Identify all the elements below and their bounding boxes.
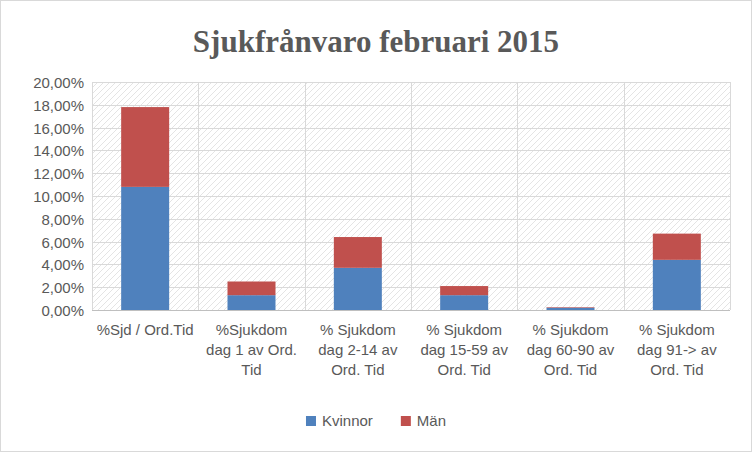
legend-swatch: [306, 416, 316, 426]
x-tick-label-line: dag 60-90 av: [527, 341, 615, 358]
x-tick-label-line: % Sjukdom: [533, 321, 609, 338]
category-divider: [411, 82, 412, 310]
title: Sjukfrånvaro februari 2015: [193, 24, 559, 59]
chart-border: [1, 1, 752, 452]
bar: [334, 268, 382, 310]
chart: Sjukfrånvaro februari 2015 0,00% 2,00% 4,00…: [0, 0, 752, 452]
plot-background: [92, 82, 730, 310]
legend-label: Män: [417, 412, 446, 429]
x-tick-label-line: % Sjukdom: [426, 321, 502, 338]
y-tick-label: 16,00%: [33, 120, 84, 137]
x-tick-label-line: dag 15-59 av: [420, 341, 508, 358]
x-tick-label-line: %Sjukdom: [216, 321, 288, 338]
x-tick-label-line: Ord. Tid: [544, 361, 597, 378]
legend-label: Kvinnor: [322, 412, 373, 429]
bar: [440, 286, 488, 295]
category-divider: [517, 82, 518, 310]
bar: [653, 260, 701, 310]
bar: [228, 295, 276, 310]
bar: [121, 107, 169, 187]
x-tick-label: % Sjukdom dag 15-59 av Ord. Tid: [420, 321, 508, 378]
category-divider: [198, 82, 199, 310]
y-tick-label: 2,00%: [41, 279, 84, 296]
x-tick-label: % Sjukdom dag 60-90 av Ord. Tid: [527, 321, 615, 378]
x-tick-label-line: Ord. Tid: [650, 361, 703, 378]
y-tick-label: 14,00%: [33, 142, 84, 159]
bars: [121, 107, 701, 310]
x-tick-label-line: dag 2-14 av: [318, 341, 398, 358]
bar: [653, 234, 701, 260]
x-tick-label: % Sjukdom dag 91-> av Ord. Tid: [637, 321, 717, 378]
grid-line: [92, 310, 730, 311]
category-divider: [92, 82, 93, 310]
x-tick-label: % Sjukdom dag 2-14 av Ord. Tid: [318, 321, 398, 378]
bar: [547, 307, 595, 309]
y-tick-label: 0,00%: [41, 302, 84, 319]
category-divider: [305, 82, 306, 310]
x-tick-label-line: Tid: [241, 361, 261, 378]
x-tick-label: %Sjd / Ord.Tid: [97, 321, 194, 338]
x-tick-label-line: dag 91-> av: [637, 341, 717, 358]
x-tick-label-line: % Sjukdom: [320, 321, 396, 338]
bar: [228, 282, 276, 296]
x-tick-label-line: %Sjd / Ord.Tid: [97, 321, 194, 338]
category-divider: [730, 82, 731, 310]
y-tick-label: 10,00%: [33, 188, 84, 205]
bar: [440, 295, 488, 310]
x-tick-label: %Sjukdom dag 1 av Ord. Tid: [206, 321, 297, 378]
y-tick-label: 18,00%: [33, 97, 84, 114]
x-tick-label-line: % Sjukdom: [639, 321, 715, 338]
bar: [121, 187, 169, 310]
x-tick-label-line: Ord. Tid: [331, 361, 384, 378]
legend-swatch: [401, 416, 411, 426]
y-tick-label: 12,00%: [33, 165, 84, 182]
y-tick-label: 20,00%: [33, 74, 84, 91]
bar: [334, 237, 382, 268]
y-tick-label: 4,00%: [41, 256, 84, 273]
y-tick-label: 6,00%: [41, 234, 84, 251]
y-tick-label: 8,00%: [41, 211, 84, 228]
x-tick-label-line: Ord. Tid: [437, 361, 490, 378]
category-divider: [624, 82, 625, 310]
bar: [547, 308, 595, 310]
x-tick-label-line: dag 1 av Ord.: [206, 341, 297, 358]
